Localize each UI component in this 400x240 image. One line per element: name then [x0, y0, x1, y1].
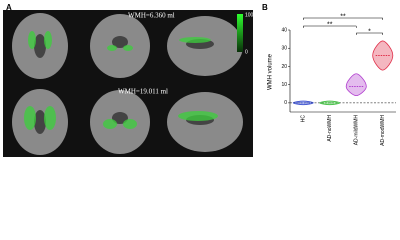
volume-label: WMH=6.360 ml — [128, 12, 175, 20]
violin — [292, 100, 314, 106]
violin — [319, 100, 341, 106]
y-tick-label: 0 — [284, 100, 287, 106]
x-tick-label: HC — [301, 115, 307, 123]
x-tick-label: AD-noWMH — [327, 115, 333, 142]
colorbar-max: 100 — [245, 12, 254, 18]
significance-bracket — [356, 32, 383, 35]
y-tick-label: 20 — [281, 64, 287, 70]
y-axis-label: WMH volume — [268, 53, 274, 90]
panel-label: B — [262, 3, 268, 12]
panel-b: B WMH volume 0 10 20 30 40 HC AD-noWMH AD-mildW… — [262, 3, 396, 146]
x-tick-label: AD-mildWMH — [354, 115, 360, 146]
significance-label: ** — [327, 21, 333, 28]
significance-bracket — [303, 25, 357, 28]
volume-label: WMH=19.011 ml — [118, 88, 168, 96]
significance-label: ** — [340, 13, 346, 20]
x-tick-label: AD-modWMH — [380, 115, 386, 146]
violin — [345, 73, 367, 97]
y-tick-label: 10 — [281, 82, 287, 88]
y-tick-label: 30 — [281, 46, 287, 52]
colorbar-min: 0 — [245, 49, 248, 55]
panel-label: A — [6, 3, 12, 12]
wmh-overlay — [24, 31, 218, 130]
figure: 100 0 WMH=6.360 ml WMH=19.011 ml A B WMH… — [3, 3, 396, 157]
colorbar — [237, 14, 243, 52]
significance-label: * — [368, 28, 371, 35]
y-tick-label: 40 — [281, 27, 287, 33]
significance-bracket — [303, 17, 383, 20]
panel-a: 100 0 WMH=6.360 ml WMH=19.011 ml A — [3, 3, 254, 157]
violin — [372, 40, 394, 71]
